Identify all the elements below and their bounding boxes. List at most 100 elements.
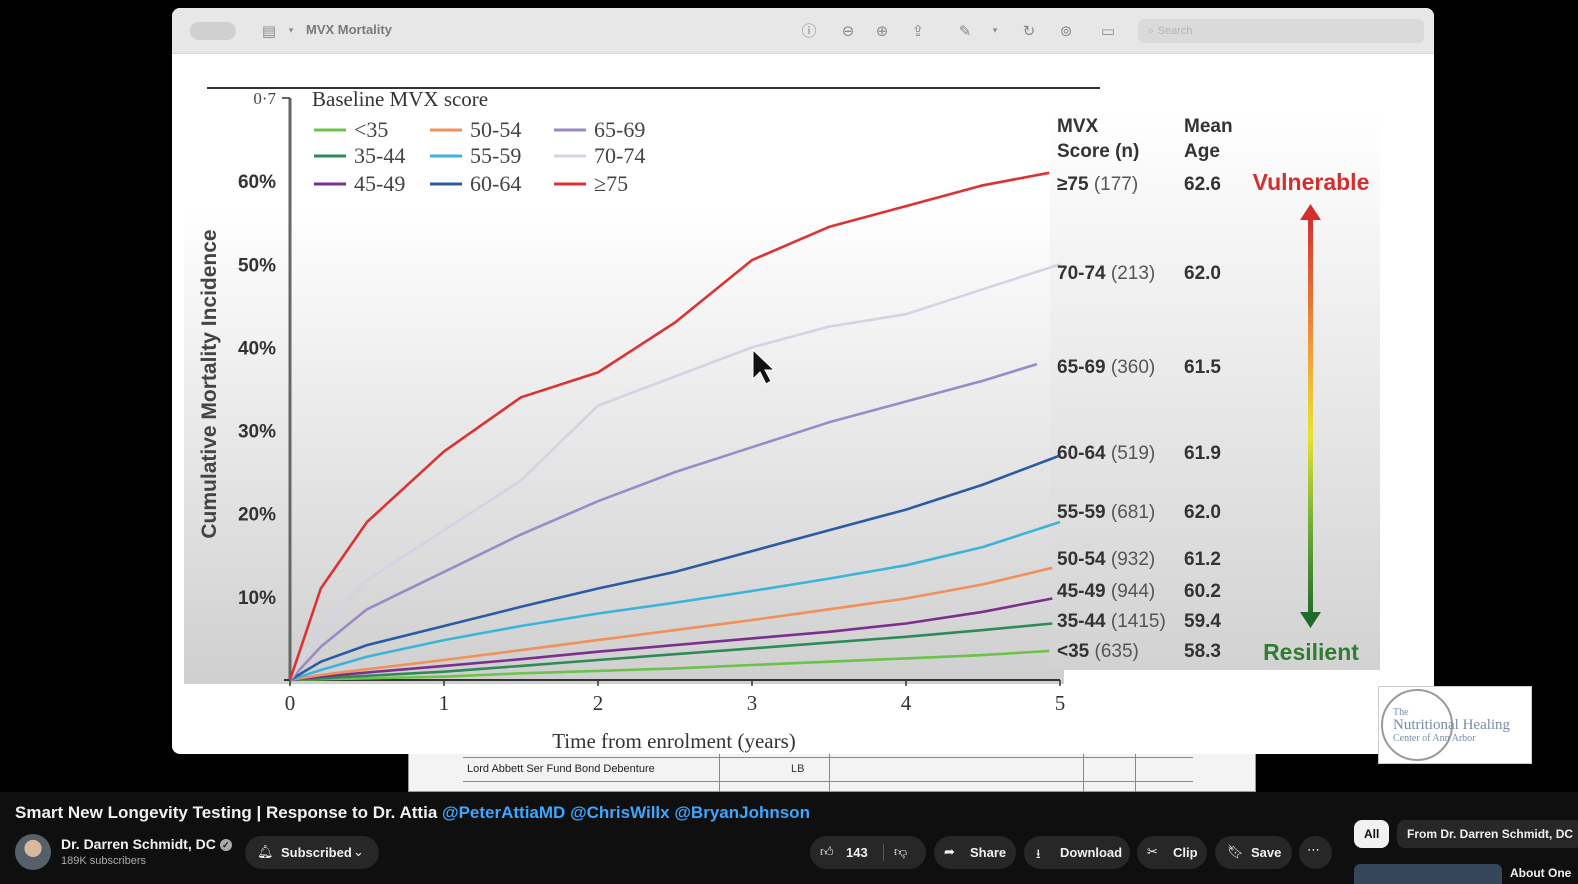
- bookmark-icon: 🔖︎: [1227, 845, 1244, 860]
- table-n: (1415): [1111, 611, 1166, 632]
- plot-shading: [184, 204, 1064, 684]
- series-line: [288, 263, 1061, 681]
- nutritional-healing-logo: The Nutritional Healing Center of Ann Ar…: [1378, 686, 1532, 764]
- save-button[interactable]: 🔖︎ Save: [1215, 836, 1292, 869]
- mention-link[interactable]: @ChrisWillx: [570, 803, 670, 822]
- markup-pen-icon[interactable]: ✎: [958, 22, 972, 40]
- divider: [883, 844, 884, 861]
- table-header-age: Mean: [1184, 116, 1233, 137]
- legend-entry: 60-64: [470, 171, 521, 196]
- table-row: 60-64 (519): [1057, 443, 1155, 464]
- table-row: 45-49 (944): [1057, 581, 1155, 602]
- table-header-score: Score (n): [1057, 141, 1139, 162]
- table-mean-age: 59.4: [1184, 611, 1221, 632]
- window-title: MVX Mortality: [306, 22, 392, 37]
- vulnerable-label: Vulnerable: [1253, 169, 1370, 195]
- share-icon[interactable]: ⇪: [911, 22, 925, 40]
- table-row: 65-69 (360): [1057, 357, 1155, 378]
- search-input[interactable]: ⌕ Search: [1138, 19, 1424, 43]
- doc-rule: [829, 741, 830, 792]
- like-icon[interactable]: 👍︎: [820, 845, 834, 860]
- table-group: 65-69: [1057, 357, 1111, 378]
- table-row: <35 (635): [1057, 641, 1139, 662]
- logo-line-3: Center of Ann Arbor: [1393, 733, 1476, 744]
- share-label: Share: [970, 845, 1007, 860]
- clip-label: Clip: [1173, 845, 1198, 860]
- table-n: (177): [1094, 174, 1138, 195]
- table-mean-age: 60.2: [1184, 581, 1221, 602]
- avatar[interactable]: [15, 834, 51, 870]
- clip-button[interactable]: ✂ Clip: [1137, 836, 1207, 869]
- chevron-down-icon[interactable]: ▾: [288, 26, 294, 36]
- x-tick-label: 5: [1055, 691, 1066, 715]
- rotate-icon[interactable]: ↻: [1022, 22, 1036, 40]
- download-label: Download: [1060, 845, 1123, 860]
- viewer-titlebar: ▤ ▾ MVX Mortality ⓘ ⊖ ⊕ ⇪ ✎ ▾ ↻ ⊚ ▭ ⌕ Se…: [172, 8, 1434, 54]
- info-icon[interactable]: ⓘ: [801, 22, 817, 40]
- legend-entry: 45-49: [354, 171, 405, 196]
- subscribed-button[interactable]: 🔔︎ Subscribed ⌄: [245, 836, 379, 869]
- doc-rule: [719, 741, 720, 792]
- chip-all[interactable]: All: [1354, 820, 1390, 848]
- window-controls[interactable]: [190, 22, 236, 40]
- share-button[interactable]: ➦ Share: [934, 836, 1016, 869]
- sidebar-toggle-icon[interactable]: ▤: [261, 22, 277, 40]
- video-title: Smart New Longevity Testing | Response t…: [15, 803, 810, 823]
- y-tick-label: 30%: [238, 422, 276, 443]
- channel-name-text: Dr. Darren Schmidt, DC: [61, 836, 216, 852]
- download-button[interactable]: ⭳ Download: [1024, 836, 1130, 869]
- search-icon: ⌕: [1148, 24, 1158, 37]
- zoom-in-icon[interactable]: ⊕: [875, 22, 889, 40]
- legend-entry: 35-44: [354, 143, 405, 168]
- chevron-down-icon[interactable]: ▾: [992, 26, 998, 36]
- table-mean-age: 62.6: [1184, 174, 1221, 195]
- table-mean-age: 61.9: [1184, 443, 1221, 464]
- doc-row-text: Lord Abbett Ser Fund Bond Debenture: [467, 763, 655, 775]
- mouse-cursor-icon: [752, 348, 776, 385]
- logo-line-1: The: [1393, 707, 1409, 718]
- next-video-title[interactable]: About One: [1510, 866, 1572, 880]
- y-tick-label: 50%: [238, 255, 276, 276]
- mention-link[interactable]: @BryanJohnson: [674, 803, 810, 822]
- table-group: 70-74: [1057, 263, 1111, 284]
- download-icon: ⭳: [1036, 847, 1041, 862]
- form-fill-icon[interactable]: ▭: [1100, 22, 1116, 40]
- chip-from-channel[interactable]: From Dr. Darren Schmidt, DC: [1397, 820, 1578, 848]
- table-group: 35-44: [1057, 611, 1111, 632]
- save-label: Save: [1251, 845, 1282, 860]
- logo-line-2: Nutritional Healing: [1393, 717, 1511, 733]
- table-group: 45-49: [1057, 581, 1111, 602]
- table-group: ≥75: [1057, 174, 1094, 195]
- table-row: 50-54 (932): [1057, 549, 1155, 570]
- y-tick-label: 60%: [238, 172, 276, 193]
- more-actions-button[interactable]: ⋯: [1299, 836, 1332, 869]
- y-tick-label: 40%: [238, 338, 276, 359]
- x-tick-label: 1: [439, 691, 450, 715]
- table-shading: [1050, 110, 1380, 670]
- zoom-out-icon[interactable]: ⊖: [841, 22, 855, 40]
- mention-link[interactable]: @PeterAttiaMD: [442, 803, 566, 822]
- channel-name[interactable]: Dr. Darren Schmidt, DC ✓: [61, 836, 232, 852]
- table-mean-age: 58.3: [1184, 641, 1221, 662]
- pdf-viewer-window: ▤ ▾ MVX Mortality ⓘ ⊖ ⊕ ⇪ ✎ ▾ ↻ ⊚ ▭ ⌕ Se…: [172, 8, 1434, 754]
- table-mean-age: 62.0: [1184, 502, 1221, 523]
- table-group: 50-54: [1057, 549, 1111, 570]
- dislike-icon[interactable]: 👎︎: [894, 845, 908, 860]
- next-video-thumbnail[interactable]: [1354, 864, 1502, 884]
- search-placeholder: Search: [1157, 25, 1193, 37]
- video-title-text: Smart New Longevity Testing | Response t…: [15, 803, 442, 822]
- like-dislike-group: 👍︎ 143 👎︎: [810, 836, 926, 869]
- legend-title: Baseline MVX score: [312, 87, 488, 111]
- video-player[interactable]: Lord Abbett Ser Fund Bond Debenture LB ▤…: [0, 0, 1578, 792]
- legend-entry: ≥75: [594, 171, 628, 196]
- table-row: 35-44 (1415): [1057, 611, 1166, 632]
- table-n: (681): [1111, 502, 1155, 523]
- table-row: 55-59 (681): [1057, 502, 1155, 523]
- series-line: [289, 520, 1061, 682]
- table-n: (213): [1111, 263, 1155, 284]
- x-tick-label: 4: [901, 691, 912, 715]
- annotate-icon[interactable]: ⊚: [1059, 22, 1073, 40]
- legend-entry: <35: [354, 117, 388, 142]
- arrow-up-icon: [1300, 204, 1321, 220]
- doc-rule: [1135, 741, 1136, 792]
